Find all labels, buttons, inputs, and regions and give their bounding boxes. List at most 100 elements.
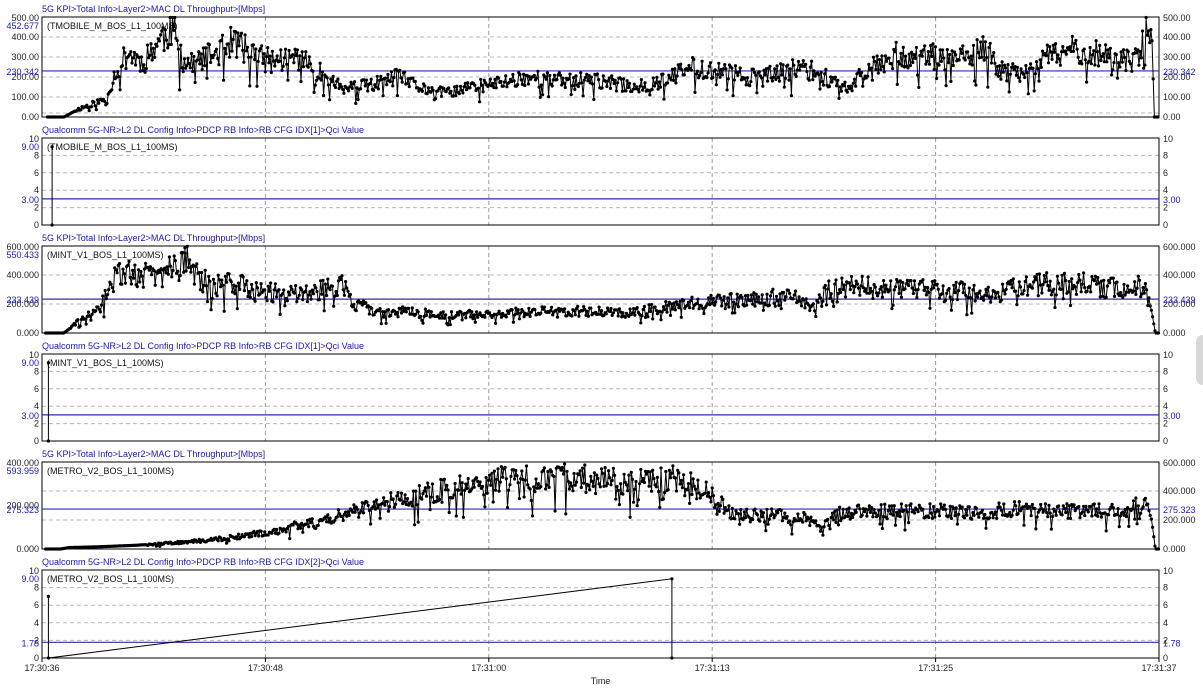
data-point — [520, 82, 525, 86]
data-point — [1104, 295, 1108, 299]
data-point — [930, 54, 934, 59]
y-tick-label-right: 8 — [1163, 583, 1168, 593]
data-point — [251, 288, 255, 292]
data-point — [993, 61, 997, 65]
data-point — [845, 90, 849, 94]
data-point — [297, 523, 301, 527]
data-point — [342, 293, 346, 297]
data-point — [392, 505, 396, 509]
data-point — [829, 516, 833, 520]
data-point — [207, 43, 211, 47]
data-point — [217, 63, 221, 67]
data-point — [567, 77, 571, 81]
data-point — [449, 89, 453, 93]
data-point — [270, 531, 274, 535]
data-point — [1102, 278, 1106, 282]
data-point — [307, 293, 311, 297]
data-point — [346, 289, 350, 293]
data-point — [924, 293, 929, 297]
data-point — [417, 484, 421, 488]
data-point — [1064, 279, 1068, 283]
data-point — [1065, 502, 1069, 506]
data-point — [177, 278, 181, 283]
data-point — [454, 94, 458, 98]
data-point — [1142, 291, 1146, 295]
data-point — [431, 88, 435, 92]
data-point — [943, 68, 947, 72]
data-point — [783, 511, 787, 515]
data-point — [607, 76, 611, 80]
data-point — [198, 288, 202, 292]
data-point — [1127, 524, 1131, 529]
data-point — [378, 78, 382, 82]
data-point — [830, 80, 834, 84]
data-point — [868, 286, 873, 290]
data-point — [858, 74, 863, 78]
data-point — [1139, 56, 1143, 60]
data-point — [307, 55, 311, 59]
data-point — [837, 96, 841, 100]
data-point — [492, 85, 496, 90]
data-point — [425, 92, 429, 96]
data-point — [265, 299, 269, 303]
data-point — [667, 468, 672, 472]
data-point — [461, 91, 465, 95]
data-point — [572, 471, 576, 476]
data-point — [484, 476, 488, 480]
data-point — [688, 501, 692, 505]
data-point — [853, 285, 857, 289]
data-point — [707, 491, 711, 495]
data-point — [671, 464, 675, 468]
data-point — [652, 477, 656, 481]
data-point — [442, 316, 446, 320]
data-point — [184, 269, 188, 273]
data-point — [586, 79, 590, 83]
data-point — [1068, 303, 1073, 308]
data-point — [170, 15, 175, 20]
data-point — [344, 280, 348, 284]
data-point — [645, 312, 649, 316]
data-point — [220, 278, 224, 282]
data-point — [1152, 322, 1156, 326]
data-point — [1057, 57, 1061, 61]
data-point — [990, 295, 994, 299]
data-point — [94, 108, 98, 112]
data-point — [492, 312, 496, 316]
data-point — [1082, 47, 1086, 51]
data-point — [155, 44, 159, 48]
data-point — [287, 48, 291, 53]
data-point — [188, 66, 192, 70]
data-point — [595, 72, 600, 76]
data-point — [507, 488, 511, 492]
data-point — [1075, 47, 1079, 51]
data-point — [266, 46, 270, 50]
data-point — [1135, 51, 1139, 55]
y-tick-label-left: 2 — [34, 635, 39, 645]
data-point — [1047, 503, 1051, 507]
data-point — [1106, 48, 1110, 52]
data-point — [1078, 278, 1082, 282]
data-point — [627, 314, 631, 318]
data-point — [597, 482, 601, 486]
data-point — [849, 274, 854, 279]
data-point — [415, 503, 419, 507]
data-point — [1114, 53, 1118, 57]
data-point — [461, 515, 465, 519]
data-point — [672, 301, 676, 305]
data-point — [565, 469, 569, 473]
data-point — [783, 298, 787, 302]
data-point — [344, 510, 348, 514]
data-point — [1156, 331, 1161, 335]
data-point — [242, 289, 246, 293]
data-point — [470, 487, 474, 491]
data-point — [953, 291, 957, 295]
data-point — [89, 318, 93, 322]
data-point — [591, 484, 595, 488]
scrollbar-thumb[interactable] — [1196, 335, 1203, 385]
data-point — [902, 508, 906, 513]
data-point — [247, 55, 251, 59]
data-point — [95, 98, 100, 102]
data-point — [717, 293, 721, 297]
data-point — [605, 482, 610, 486]
data-point — [447, 510, 451, 515]
